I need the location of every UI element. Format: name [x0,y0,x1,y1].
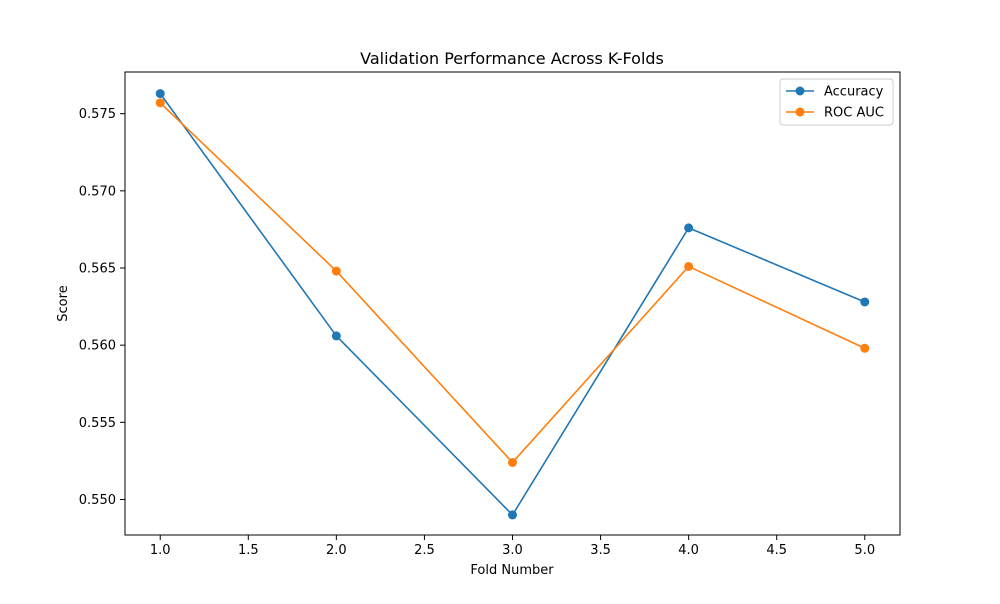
legend-label: ROC AUC [824,106,884,121]
x-axis-ticks: 1.0 1.5 2.0 2.5 3.0 3.5 4.0 4.5 5.0 [150,535,875,558]
x-tick-label: 1.5 [238,543,259,558]
legend-marker [795,107,805,117]
chart-title: Validation Performance Across K-Folds [360,49,664,68]
data-point [331,266,341,276]
legend: Accuracy ROC AUC [779,78,894,126]
y-tick-label: 0.565 [79,262,116,277]
data-point [684,223,694,233]
series-line [159,102,866,464]
y-axis-label: Score [56,285,71,321]
x-tick-label: 5.0 [854,543,875,558]
data-point [684,261,694,271]
legend-marker [795,86,805,96]
x-tick-label: 4.5 [766,543,787,558]
data-point [155,98,165,108]
series-accuracy [155,89,870,520]
legend-entry: ROC AUC [786,106,884,121]
data-point [860,343,870,353]
x-axis-label: Fold Number [470,563,554,578]
x-tick-label: 3.5 [590,543,611,558]
data-point [155,89,165,99]
data-point [508,457,517,467]
y-tick-label: 0.575 [79,107,116,122]
x-tick-label: 2.5 [414,543,435,558]
legend-entries: Accuracy ROC AUC [786,85,884,121]
legend-label: Accuracy [824,85,884,100]
y-tick-label: 0.555 [79,416,116,431]
series-line [159,93,866,516]
x-tick-label: 1.0 [150,543,171,558]
y-tick-label: 0.550 [79,493,116,508]
y-tick-label: 0.570 [79,184,116,199]
y-axis-ticks: 0.550 0.555 0.560 0.565 0.570 0.575 [79,107,125,508]
data-point [331,331,341,341]
x-tick-label: 2.0 [326,543,347,558]
data-point [860,297,870,307]
y-tick-label: 0.560 [79,339,116,354]
legend-entry: Accuracy [786,85,884,100]
series-layer [155,89,870,520]
x-tick-label: 3.0 [502,543,523,558]
series-roc-auc [155,98,870,467]
data-point [508,510,517,520]
x-tick-label: 4.0 [678,543,699,558]
